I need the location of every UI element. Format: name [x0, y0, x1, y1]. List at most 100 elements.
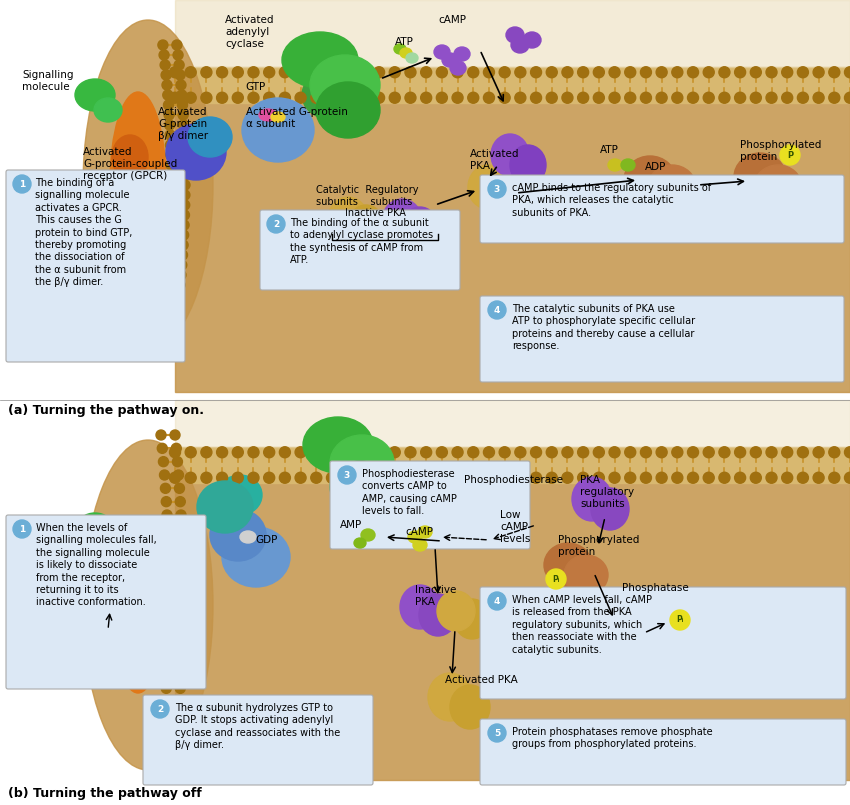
Circle shape	[264, 93, 275, 103]
Text: cAMP binds to the regulatory subunits of
PKA, which releases the catalytic
subun: cAMP binds to the regulatory subunits of…	[512, 183, 711, 218]
Circle shape	[688, 447, 699, 458]
FancyBboxPatch shape	[480, 175, 844, 243]
Circle shape	[179, 220, 189, 230]
Circle shape	[177, 537, 187, 547]
Circle shape	[185, 473, 196, 483]
Circle shape	[488, 301, 506, 319]
Circle shape	[163, 260, 173, 270]
Circle shape	[166, 210, 175, 220]
Circle shape	[156, 750, 166, 760]
Circle shape	[734, 93, 745, 103]
Circle shape	[179, 140, 190, 150]
Ellipse shape	[696, 640, 740, 680]
Ellipse shape	[468, 165, 508, 209]
Ellipse shape	[608, 159, 622, 171]
Circle shape	[578, 447, 589, 458]
Circle shape	[515, 67, 526, 78]
Circle shape	[185, 67, 196, 78]
Ellipse shape	[564, 555, 608, 595]
Circle shape	[797, 473, 808, 483]
Ellipse shape	[330, 461, 390, 513]
Ellipse shape	[418, 526, 432, 538]
Ellipse shape	[419, 594, 457, 636]
Circle shape	[547, 67, 558, 78]
Ellipse shape	[361, 529, 375, 541]
Text: Phosphodiesterase: Phosphodiesterase	[464, 475, 563, 485]
Circle shape	[176, 510, 186, 520]
Circle shape	[165, 130, 175, 140]
Circle shape	[734, 67, 745, 78]
Ellipse shape	[240, 531, 256, 543]
Circle shape	[782, 67, 793, 78]
Circle shape	[499, 93, 510, 103]
Ellipse shape	[112, 565, 144, 605]
Text: The binding of the α subunit
to adenylyl cyclase promotes
the synthesis of cAMP : The binding of the α subunit to adenylyl…	[290, 218, 434, 265]
Circle shape	[703, 473, 714, 483]
Circle shape	[751, 67, 762, 78]
Circle shape	[163, 550, 173, 560]
FancyBboxPatch shape	[143, 695, 373, 785]
Ellipse shape	[600, 609, 640, 645]
Circle shape	[248, 67, 259, 78]
Circle shape	[157, 444, 167, 453]
Circle shape	[264, 473, 275, 483]
Circle shape	[609, 447, 620, 458]
Circle shape	[829, 447, 840, 458]
Circle shape	[547, 447, 558, 458]
Circle shape	[656, 93, 667, 103]
Ellipse shape	[406, 53, 418, 63]
Circle shape	[625, 447, 636, 458]
Circle shape	[766, 473, 777, 483]
Circle shape	[672, 67, 683, 78]
Circle shape	[162, 510, 172, 520]
Circle shape	[172, 310, 182, 320]
Circle shape	[389, 447, 400, 458]
FancyBboxPatch shape	[6, 515, 206, 689]
Text: Signalling
molecule: Signalling molecule	[22, 70, 73, 92]
Ellipse shape	[754, 165, 802, 209]
Circle shape	[178, 110, 188, 120]
Circle shape	[358, 473, 369, 483]
Circle shape	[232, 447, 243, 458]
Circle shape	[169, 93, 180, 103]
Circle shape	[421, 473, 432, 483]
Text: Activated
G-protein
β/γ dimer: Activated G-protein β/γ dimer	[158, 107, 208, 141]
Circle shape	[672, 447, 683, 458]
Circle shape	[578, 67, 589, 78]
Circle shape	[178, 100, 188, 110]
Circle shape	[176, 270, 186, 280]
Circle shape	[163, 250, 173, 260]
Circle shape	[158, 724, 168, 733]
Circle shape	[178, 617, 188, 626]
Circle shape	[217, 67, 228, 78]
Ellipse shape	[450, 61, 466, 75]
Circle shape	[173, 710, 184, 720]
Circle shape	[488, 592, 506, 610]
Ellipse shape	[454, 599, 490, 639]
Text: GDP: GDP	[255, 535, 277, 545]
Circle shape	[719, 447, 730, 458]
Circle shape	[217, 473, 228, 483]
Ellipse shape	[431, 478, 479, 522]
Text: Phosphatase: Phosphatase	[622, 583, 688, 593]
Ellipse shape	[302, 71, 358, 119]
Text: ATP: ATP	[600, 145, 619, 155]
Text: PKA
regulatory
subunits: PKA regulatory subunits	[580, 475, 634, 509]
Circle shape	[201, 67, 212, 78]
Circle shape	[703, 93, 714, 103]
Text: cAMP: cAMP	[438, 15, 466, 25]
Circle shape	[169, 473, 180, 483]
Circle shape	[845, 473, 850, 483]
Circle shape	[173, 724, 183, 733]
Circle shape	[185, 93, 196, 103]
Ellipse shape	[621, 159, 635, 171]
Circle shape	[180, 180, 190, 190]
Circle shape	[311, 93, 322, 103]
Circle shape	[468, 447, 479, 458]
Circle shape	[311, 67, 322, 78]
Circle shape	[232, 67, 243, 78]
Circle shape	[161, 483, 171, 493]
Bar	[0, 0, 850, 400]
Circle shape	[280, 447, 291, 458]
Circle shape	[178, 630, 188, 640]
